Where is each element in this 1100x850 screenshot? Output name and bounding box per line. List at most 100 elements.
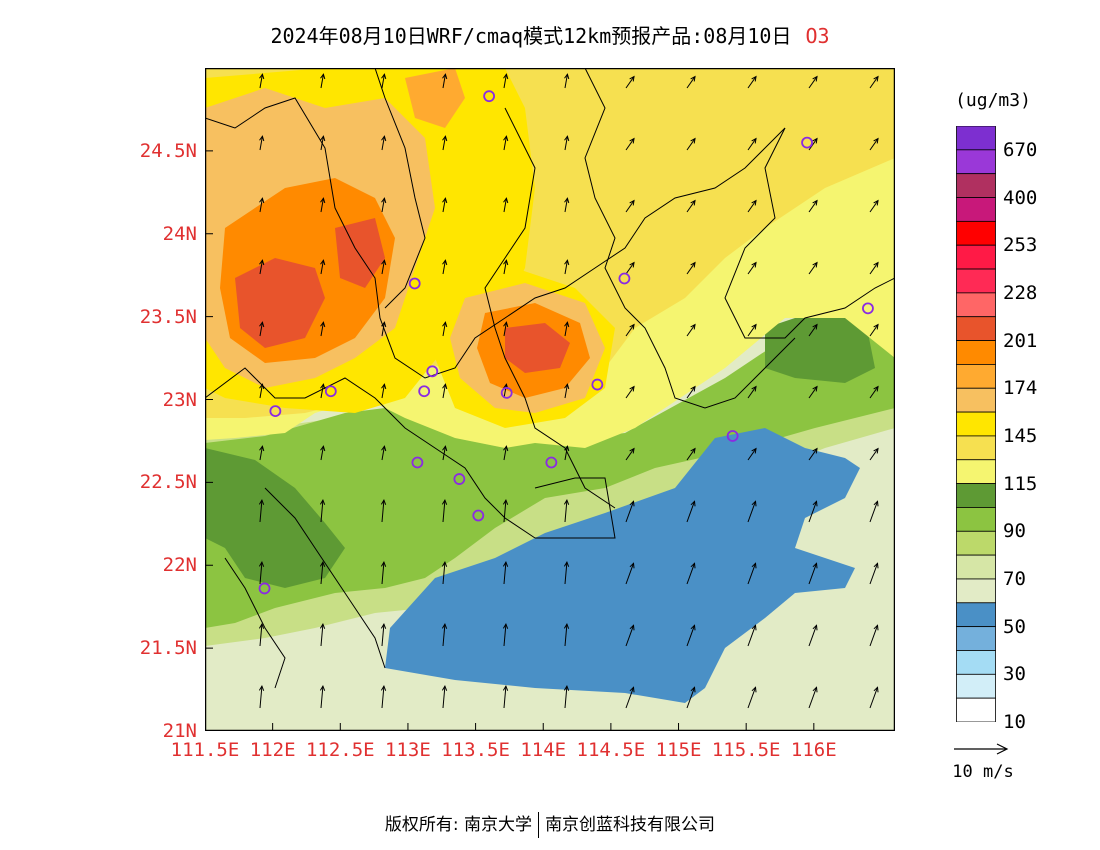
- wind-arrow: [259, 322, 263, 337]
- wind-arrow-head: [442, 259, 448, 266]
- wind-arrow-head: [812, 323, 818, 330]
- wind-arrow-head: [629, 686, 635, 693]
- wind-arrow: [625, 76, 635, 89]
- wind-arrow: [442, 198, 446, 213]
- wind-arrow: [320, 384, 324, 399]
- wind-arrow: [259, 74, 263, 89]
- band-174-north: [405, 68, 465, 128]
- colorbar-segment: [956, 459, 996, 485]
- wind-arrow-head: [812, 500, 818, 507]
- lon-tick-label: 115E: [655, 739, 702, 761]
- station-marker: [408, 277, 421, 290]
- wind-arrow-head: [503, 73, 509, 80]
- wind-arrow-head: [319, 560, 326, 567]
- wind-arrow: [869, 138, 879, 151]
- band-90-dark: [205, 448, 345, 588]
- wind-arrow-head: [442, 321, 448, 328]
- wind-arrow-head: [320, 259, 326, 266]
- wind-arrow: [381, 500, 385, 523]
- colorbar-label: 145: [1003, 424, 1038, 447]
- colorbar-segment: [956, 483, 996, 508]
- wind-arrow-head: [751, 199, 757, 206]
- colorbar-segment: [956, 244, 996, 270]
- copyright-footer: 版权所有: 南京大学 南京创蓝科技有限公司: [0, 810, 1100, 838]
- wind-arrow: [869, 563, 878, 585]
- wind-arrow: [259, 198, 263, 213]
- wind-arrow: [808, 262, 818, 275]
- copyright-right: 南京创蓝科技有限公司: [545, 815, 716, 835]
- wind-arrow-head: [690, 447, 696, 454]
- colorbar-segment: [956, 578, 996, 604]
- wind-arrow: [625, 563, 634, 585]
- wind-arrow: [869, 324, 879, 337]
- wind-arrow: [564, 322, 568, 337]
- wind-arrow-head: [502, 622, 509, 629]
- wind-arrow-head: [629, 385, 635, 392]
- colorbar-label: 174: [1003, 377, 1038, 400]
- station-marker: [258, 582, 271, 595]
- wind-arrow-head: [690, 500, 696, 507]
- station-marker: [618, 272, 631, 285]
- wind-arrow-head: [690, 137, 696, 144]
- wind-arrow: [503, 446, 507, 461]
- colorbar-segment: [956, 173, 996, 198]
- colorbar: [956, 126, 996, 722]
- wind-arrow-head: [381, 73, 387, 80]
- wind-arrow-head: [751, 562, 757, 569]
- colorbar-segment: [956, 149, 996, 175]
- colorbar-label: 70: [1003, 567, 1026, 590]
- wind-arrow-head: [320, 383, 326, 390]
- wind-arrow-head: [259, 259, 265, 266]
- wind-arrow: [503, 562, 507, 585]
- wind-arrow-head: [873, 500, 879, 507]
- colorbar-segment: [956, 602, 996, 628]
- wind-arrow-head: [690, 385, 696, 392]
- wind-arrow: [564, 198, 568, 213]
- wind-arrow-head: [259, 197, 265, 204]
- wind-arrow: [564, 686, 568, 709]
- wind-arrow-head: [751, 385, 757, 392]
- wind-arrow: [869, 501, 878, 523]
- wind-arrow: [320, 322, 324, 337]
- wind-arrow-head: [502, 684, 509, 691]
- wind-arrow: [869, 625, 878, 647]
- wind-arrow-head: [751, 323, 757, 330]
- wind-arrow: [381, 686, 385, 709]
- wind-arrow: [381, 198, 385, 213]
- wind-arrow-head: [380, 560, 387, 567]
- colorbar-segment: [956, 126, 996, 151]
- wind-arrow-head: [259, 135, 265, 142]
- wind-arrow-head: [751, 686, 757, 693]
- wind-arrow-head: [751, 137, 757, 144]
- wind-arrow: [442, 686, 446, 709]
- wind-arrow: [808, 200, 818, 213]
- wind-arrow: [869, 687, 878, 709]
- colorbar-label: 50: [1003, 615, 1026, 638]
- wind-arrow: [381, 136, 385, 151]
- wind-arrow: [503, 624, 507, 647]
- wind-arrow-head: [629, 624, 635, 631]
- wind-arrow: [686, 76, 696, 89]
- wind-arrow: [503, 322, 507, 337]
- wind-arrow-head: [690, 562, 696, 569]
- wind-arrow-head: [441, 622, 448, 629]
- wind-arrow: [381, 322, 385, 337]
- wind-arrow-head: [629, 323, 635, 330]
- wind-arrow-head: [503, 135, 509, 142]
- colorbar-segment: [956, 197, 996, 222]
- lat-tick-label: 21N: [162, 720, 197, 742]
- wind-arrow: [686, 501, 695, 523]
- wind-arrow-head: [259, 73, 265, 80]
- wind-arrow-head: [563, 560, 570, 567]
- lon-tick-label: 111.5E: [170, 739, 240, 761]
- wind-arrow: [442, 384, 446, 399]
- wind-arrow: [564, 500, 568, 523]
- lat-tick-label: 23N: [162, 388, 197, 411]
- wind-arrow: [625, 200, 635, 213]
- wind-arrow: [381, 74, 385, 89]
- wind-arrow-head: [751, 75, 757, 82]
- wind-arrow-head: [812, 624, 818, 631]
- wind-arrow-head: [319, 498, 326, 505]
- wind-arrow-head: [873, 261, 879, 268]
- wind-arrow-head: [320, 135, 326, 142]
